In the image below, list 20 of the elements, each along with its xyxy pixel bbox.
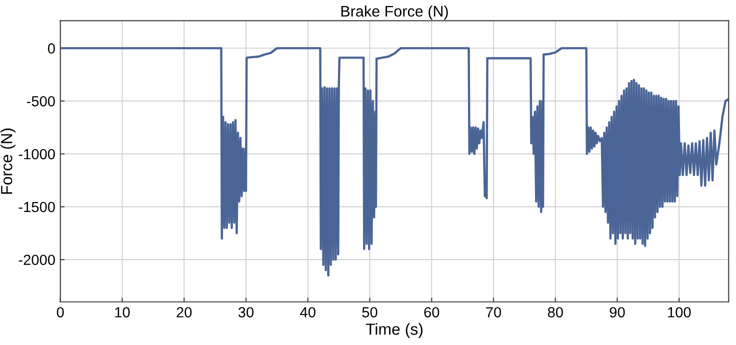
y-tick-label: 0 xyxy=(48,43,55,54)
y-tick-label: -1500 xyxy=(18,202,55,212)
x-tick-label: 90 xyxy=(610,307,625,318)
x-tick-label: 50 xyxy=(362,307,378,318)
chart-title: Brake Force (N) xyxy=(341,5,448,20)
x-tick-label: 40 xyxy=(300,307,316,318)
x-tick-label: 20 xyxy=(176,307,192,318)
x-tick-label: 10 xyxy=(115,307,130,318)
y-tick-label: -500 xyxy=(26,96,55,106)
x-tick-label: 60 xyxy=(424,307,440,318)
x-tick-label: 100 xyxy=(668,307,691,318)
x-tick-label: 70 xyxy=(486,307,502,318)
x-tick-label: 80 xyxy=(548,307,563,318)
x-axis-title: Time (s) xyxy=(366,323,422,338)
x-tick-label: 0 xyxy=(56,307,64,318)
y-tick-label: -2000 xyxy=(18,254,55,266)
y-tick-label: -1000 xyxy=(18,148,55,160)
line-series xyxy=(60,47,729,277)
x-tick-label: 30 xyxy=(238,307,254,318)
y-axis-title: Force (N) xyxy=(0,128,16,194)
